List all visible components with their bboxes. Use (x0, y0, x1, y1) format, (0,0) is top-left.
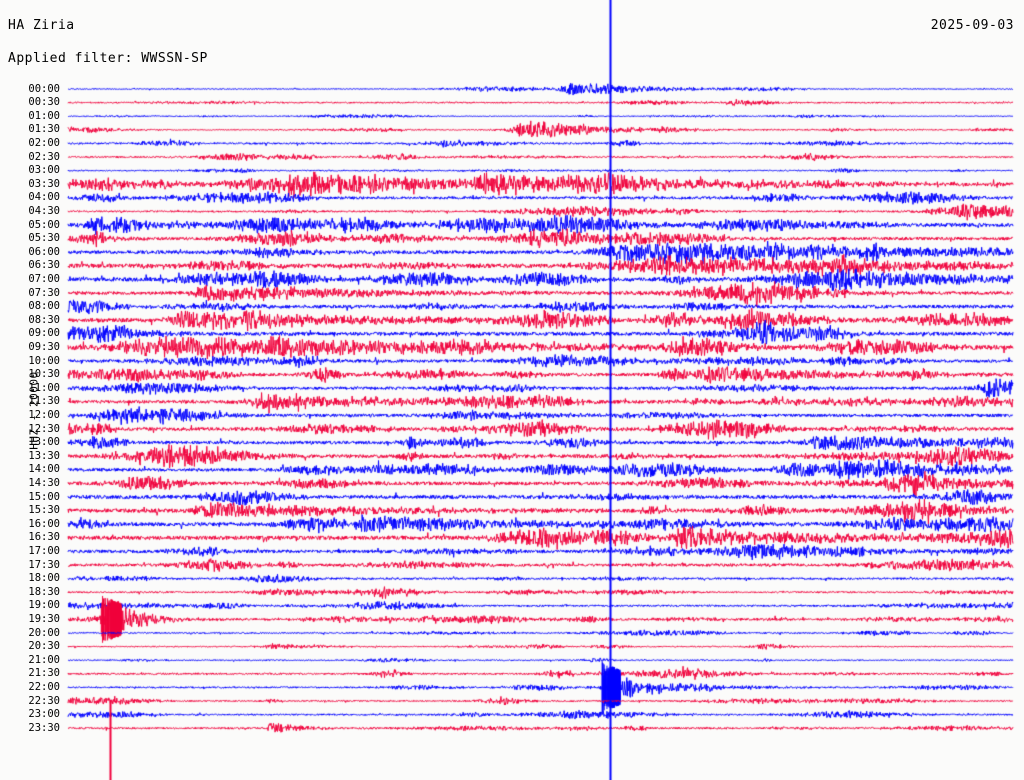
seismogram-page: HA Ziria 2025-09-03 Applied filter: WWSS… (0, 0, 1024, 780)
seismogram-traces (0, 0, 1024, 780)
